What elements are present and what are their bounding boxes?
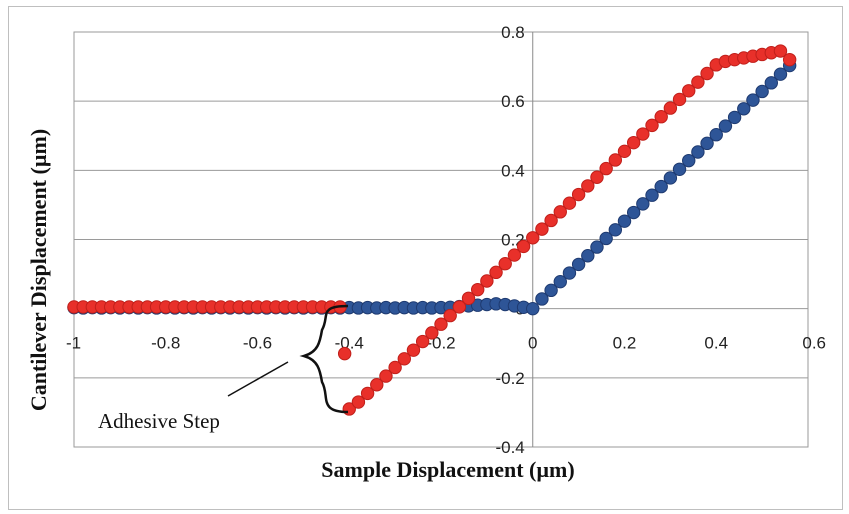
data-point (663, 101, 678, 115)
data-point (645, 118, 659, 133)
data-point (608, 153, 623, 167)
gridlines (74, 31, 808, 448)
data-point (337, 346, 352, 361)
y-tick-label: 0.6 (501, 92, 525, 111)
data-point (617, 214, 632, 228)
data-point (636, 197, 650, 211)
data-point (682, 84, 696, 98)
data-point (535, 222, 549, 236)
data-point (755, 84, 769, 99)
chart-frame (8, 6, 843, 510)
data-point (672, 162, 687, 176)
data-point (553, 205, 567, 219)
data-point (415, 334, 430, 349)
data-point (553, 274, 567, 289)
adhesive-step-brace (299, 304, 349, 414)
x-tick-label: 0.4 (704, 334, 728, 353)
data-point (471, 282, 485, 297)
data-point (562, 266, 577, 280)
data-point (700, 136, 714, 151)
y-tick-label: -0.2 (495, 369, 524, 388)
data-point (571, 187, 586, 202)
data-point (544, 213, 558, 228)
data-point (590, 170, 604, 184)
plot-border (73, 31, 809, 448)
data-point (691, 75, 705, 89)
x-tick-label: 0.6 (802, 334, 826, 353)
data-point (434, 317, 448, 331)
x-tick-label: 0 (528, 334, 537, 353)
data-point (691, 145, 705, 159)
data-point (388, 360, 402, 375)
data-point (654, 179, 668, 194)
y-tick-label: 0.8 (501, 23, 525, 42)
data-point (682, 153, 696, 168)
data-point (507, 248, 522, 262)
data-point (636, 127, 650, 141)
data-point (672, 92, 687, 107)
data-point (461, 291, 476, 305)
adhesive-step-label: Adhesive Step (98, 409, 220, 433)
data-point (645, 188, 659, 202)
x-tick-label: -0.8 (151, 334, 180, 353)
data-point (617, 144, 632, 159)
x-axis-title: Sample Displacement (µm) (321, 457, 574, 482)
adhesive-step-pointer (227, 361, 289, 397)
data-point (581, 249, 595, 263)
data-points (67, 44, 797, 416)
data-point (397, 352, 411, 366)
data-point (782, 52, 797, 67)
data-point (700, 66, 714, 81)
data-point (480, 274, 494, 288)
data-point (626, 135, 641, 150)
data-point (351, 395, 366, 409)
data-point (581, 179, 595, 193)
data-point (452, 300, 467, 314)
data-point (773, 44, 788, 58)
data-point (425, 326, 439, 340)
data-point (764, 76, 778, 90)
data-point (737, 102, 751, 116)
y-axis-title: Cantilever Displacement (µm) (26, 129, 51, 411)
data-point (406, 343, 421, 357)
x-tick-label: -0.6 (243, 334, 272, 353)
data-point (544, 283, 558, 298)
annotation: Adhesive Step (98, 304, 349, 433)
data-point (379, 369, 393, 383)
data-point (599, 231, 613, 246)
data-point (443, 308, 457, 323)
data-point (718, 119, 733, 133)
data-point (590, 240, 604, 254)
data-point (654, 110, 668, 124)
data-point (562, 196, 577, 210)
data-point (746, 93, 760, 107)
y-tick-label: -0.4 (495, 438, 524, 457)
y-tick-labels: -0.4-0.200.20.40.60.8 (495, 23, 524, 457)
data-point (626, 205, 641, 220)
x-tick-label: -1 (66, 334, 81, 353)
data-point (535, 292, 549, 306)
x-tick-labels: -1 -0.8 -0.6 -0.4 -0.2 0 0.2 0.4 0.6 (66, 334, 826, 353)
data-point (599, 161, 613, 176)
data-point (571, 257, 586, 272)
y-tick-label: 0.4 (501, 161, 525, 180)
data-point (773, 67, 788, 81)
x-tick-label: 0.2 (613, 334, 637, 353)
data-point (516, 239, 531, 254)
data-point (608, 223, 623, 237)
data-point (360, 386, 375, 401)
data-point (370, 378, 384, 392)
data-point (526, 301, 540, 316)
data-point (709, 128, 723, 142)
data-point (498, 257, 512, 271)
data-point (663, 171, 678, 185)
data-point (489, 265, 503, 280)
data-point (526, 231, 540, 245)
data-point (727, 110, 742, 125)
